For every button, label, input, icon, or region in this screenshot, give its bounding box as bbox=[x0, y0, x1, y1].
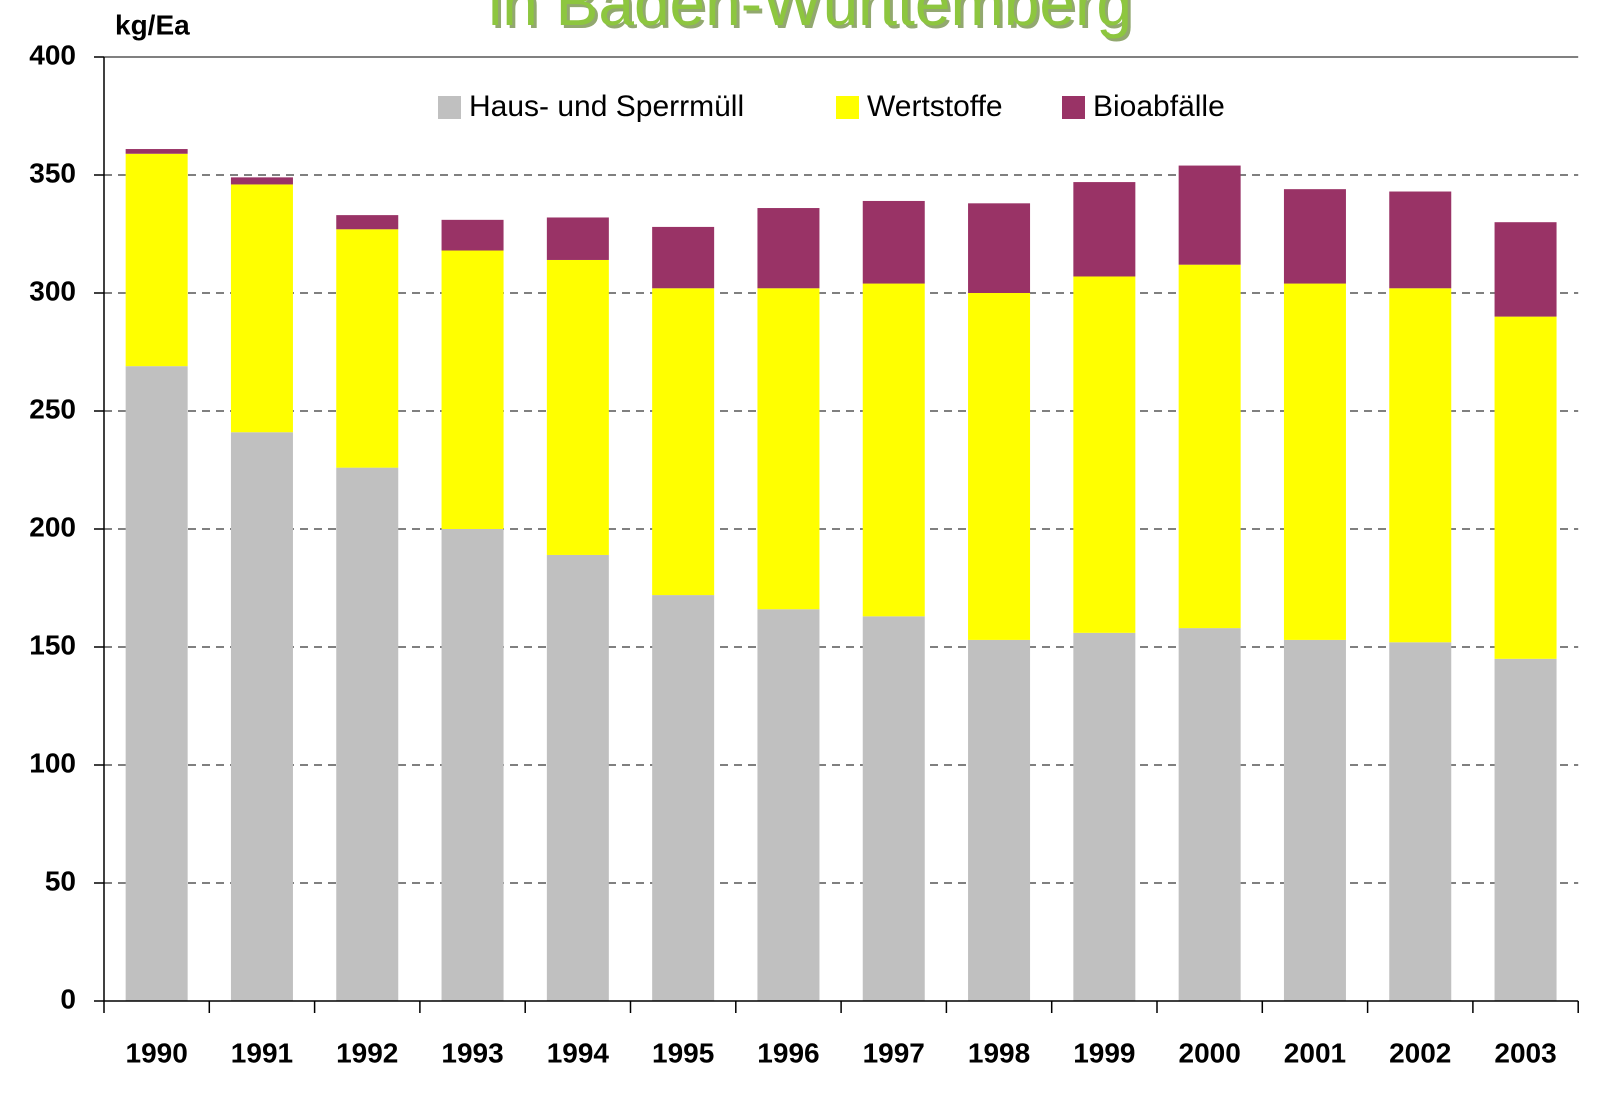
bar-segment bbox=[230, 432, 293, 1001]
bar-segment bbox=[336, 467, 399, 1001]
bar-segment bbox=[230, 184, 293, 433]
x-tick-label: 1992 bbox=[336, 1037, 398, 1068]
y-tick-label: 300 bbox=[29, 275, 76, 306]
legend-label: Wertstoffe bbox=[867, 90, 1003, 123]
bar-segment bbox=[546, 554, 609, 1001]
bar-segment bbox=[230, 177, 293, 185]
bar-segment bbox=[125, 366, 188, 1001]
bar-segment bbox=[862, 616, 925, 1001]
bar-segment bbox=[1073, 276, 1136, 633]
y-tick-label: 250 bbox=[29, 393, 76, 424]
bar-segment bbox=[1178, 628, 1241, 1001]
legend-swatch bbox=[1062, 96, 1085, 119]
legend-label: Bioabfälle bbox=[1093, 90, 1225, 123]
bar-segment bbox=[652, 226, 715, 289]
x-tick-label: 1998 bbox=[968, 1037, 1030, 1068]
bar-segment bbox=[757, 208, 820, 289]
bar-segment bbox=[1178, 165, 1241, 265]
bar-segment bbox=[125, 149, 188, 154]
x-tick-label: 1991 bbox=[231, 1037, 293, 1068]
bar-segment bbox=[546, 259, 609, 555]
bar-segment bbox=[125, 153, 188, 367]
y-tick-label: 400 bbox=[29, 39, 76, 70]
y-tick-label: 50 bbox=[45, 865, 76, 896]
x-tick-label: 1997 bbox=[863, 1037, 925, 1068]
bar-segment bbox=[757, 609, 820, 1001]
bar-segment bbox=[1494, 222, 1557, 317]
y-tick-label: 0 bbox=[60, 983, 76, 1014]
x-tick-label: 2002 bbox=[1389, 1037, 1451, 1068]
legend-label: Haus- und Sperrmüll bbox=[469, 90, 744, 123]
bar-segment bbox=[1389, 288, 1452, 643]
x-tick-label: 2003 bbox=[1494, 1037, 1556, 1068]
y-tick-label: 200 bbox=[29, 511, 76, 542]
bar-segment bbox=[1283, 639, 1346, 1001]
y-tick-label: 100 bbox=[29, 747, 76, 778]
bar-segment bbox=[1073, 632, 1136, 1001]
x-tick-label: 2000 bbox=[1179, 1037, 1241, 1068]
bar-segment bbox=[441, 250, 504, 529]
x-tick-label: 1993 bbox=[441, 1037, 503, 1068]
bar-segment bbox=[1494, 658, 1557, 1001]
bar-segment bbox=[968, 293, 1031, 640]
y-axis-label: kg/Ea bbox=[115, 9, 190, 40]
bar-segment bbox=[441, 219, 504, 251]
chart-title: in Baden-Württemberg bbox=[488, 0, 1132, 39]
bar-segment bbox=[1178, 264, 1241, 629]
y-tick-label: 150 bbox=[29, 629, 76, 660]
bar-segment bbox=[862, 283, 925, 617]
bar-segment bbox=[1283, 189, 1346, 284]
y-tick-label: 350 bbox=[29, 157, 76, 188]
bar-segment bbox=[757, 288, 820, 610]
bar-segment bbox=[441, 529, 504, 1001]
bar-segment bbox=[546, 217, 609, 260]
bar-segment bbox=[336, 215, 399, 230]
x-tick-label: 1999 bbox=[1073, 1037, 1135, 1068]
x-tick-label: 1990 bbox=[126, 1037, 188, 1068]
bar-segment bbox=[652, 595, 715, 1001]
legend-swatch bbox=[438, 96, 461, 119]
legend-swatch bbox=[836, 96, 859, 119]
bar-segment bbox=[862, 200, 925, 284]
x-tick-label: 1995 bbox=[652, 1037, 714, 1068]
bar-segment bbox=[1073, 182, 1136, 277]
x-tick-label: 1994 bbox=[547, 1037, 610, 1068]
x-tick-label: 2001 bbox=[1284, 1037, 1346, 1068]
x-tick-label: 1996 bbox=[757, 1037, 819, 1068]
bar-segment bbox=[968, 203, 1031, 293]
bar-segment bbox=[1389, 642, 1452, 1001]
bar-segment bbox=[1494, 316, 1557, 659]
bar-segment bbox=[968, 639, 1031, 1001]
bar-segment bbox=[652, 288, 715, 596]
bar-segment bbox=[1389, 191, 1452, 289]
chart-title-shadow: in Baden-Württemberg bbox=[491, 0, 1135, 42]
bar-segment bbox=[336, 229, 399, 468]
bar-segment bbox=[1283, 283, 1346, 640]
